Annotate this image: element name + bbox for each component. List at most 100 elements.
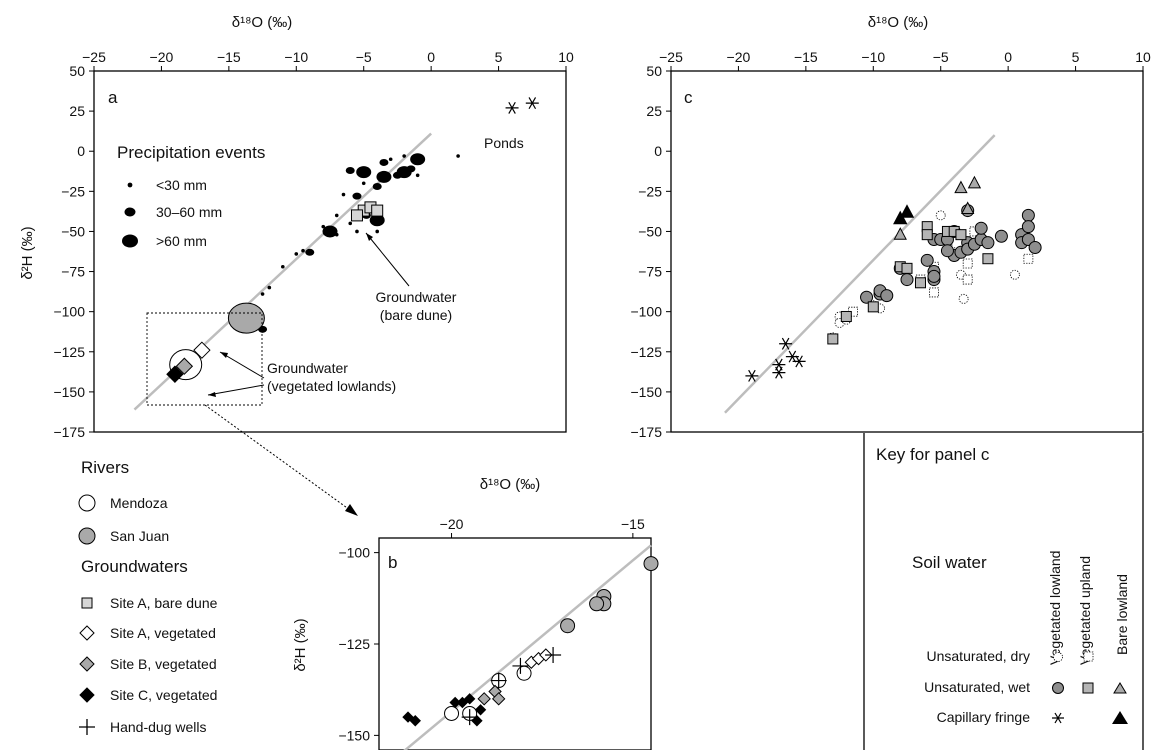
panel-b-reference-line — [403, 544, 652, 750]
key-frame — [863, 433, 1144, 750]
zoom-box — [146, 312, 263, 406]
site-b-vegetated-point — [477, 692, 491, 706]
precip-point-medium — [379, 158, 389, 166]
x-tick-label: −15 — [217, 49, 241, 65]
san-juan-point — [589, 596, 605, 612]
panel-c-label: c — [684, 88, 693, 107]
gw-veg-arrow-1 — [219, 351, 265, 379]
x-tick-label: 0 — [427, 49, 435, 65]
soil-wet-vegetated-lowland-point — [1021, 208, 1035, 222]
soil-dry-vegetated-upland-point — [962, 258, 973, 269]
gw-veg-label-2: (vegetated lowlands) — [267, 378, 396, 394]
key-capillary-bare-symbol — [1112, 711, 1128, 724]
x-tick-label: −25 — [659, 49, 683, 65]
legend-rivers-title: Rivers — [81, 458, 129, 477]
precip-point-small — [375, 229, 380, 234]
soil-wet-vegetated-upland-point — [827, 333, 839, 345]
precip-legend-title: Precipitation events — [117, 143, 265, 162]
precip-point-small — [415, 173, 420, 178]
hand-dug-well-point — [545, 646, 562, 663]
y-tick-label: −150 — [338, 727, 370, 743]
panel-c-reference-line — [724, 134, 996, 414]
zoom-arrowhead — [345, 504, 358, 516]
ponds-label: Ponds — [484, 135, 524, 151]
precip-medium-label: 30–60 mm — [156, 204, 222, 220]
panel-c-frame — [670, 70, 1144, 433]
precip-point-small — [388, 157, 393, 162]
precip-point-large — [410, 153, 426, 166]
hand-dug-well-point — [461, 709, 478, 726]
y-tick-label: 25 — [69, 103, 85, 119]
site-c-vegetated-point — [409, 715, 421, 727]
precip-point-small — [301, 248, 305, 253]
hand-dug-well-point — [490, 672, 507, 689]
soil-wet-vegetated-upland-point — [955, 229, 967, 241]
panel-a-xticks: −25 −20 −15 −10 −5 0 5 10 — [82, 49, 574, 71]
x-tick-label: −15 — [794, 49, 818, 65]
x-tick-label: −10 — [284, 49, 308, 65]
gw-bare-arrowhead — [366, 233, 373, 241]
x-tick-label: −20 — [727, 49, 751, 65]
y-tick-label: 0 — [654, 143, 662, 159]
soil-dry-vegetated-upland-point — [962, 274, 973, 285]
reference-line — [403, 544, 652, 750]
soil-wet-vegetated-lowland-point — [940, 244, 954, 258]
x-tick-label: 10 — [558, 49, 574, 65]
soil-wet-vegetated-lowland-point — [974, 221, 988, 235]
panel-a-ylabel: δ²H (‰) — [19, 226, 36, 279]
panel-a: δ¹⁸O (‰) δ²H (‰) −25 −20 −15 −10 −5 0 5 10 5025… — [19, 14, 574, 516]
key-col-vegetated-upland: Vegetated upland — [1077, 556, 1093, 665]
panel-a-yticks: 50 25 0 −25 −50 −75 −100 −125 −150 −175 — [53, 63, 94, 440]
legend-site-b-veg-symbol — [79, 656, 95, 672]
soil-wet-vegetated-upland-point — [867, 301, 879, 313]
soil-wet-vegetated-upland-point — [901, 262, 913, 274]
y-tick-label: −150 — [53, 384, 85, 400]
key-capillary-lowland-symbol — [1052, 712, 1064, 724]
y-tick-label: −50 — [61, 223, 85, 239]
precip-point-medium — [352, 192, 362, 200]
gw-bare-label-1: Groundwater — [376, 289, 457, 305]
soil-wet-bare-lowland-point — [893, 227, 907, 240]
soil-wet-vegetated-upland-point — [840, 310, 852, 322]
zoom-connector — [204, 404, 351, 511]
panel-b-marks — [402, 556, 659, 727]
key-row-wet: Unsaturated, wet — [924, 679, 1030, 695]
site-b-vegetated-point — [175, 357, 194, 375]
precip-point-large — [376, 170, 392, 183]
y-tick-label: −75 — [61, 264, 85, 280]
panel-b-ylabel: δ²H (‰) — [292, 618, 309, 671]
panel-c-marks — [745, 175, 1042, 382]
key-panel-c: Key for panel c Soil water Vegetated low… — [863, 433, 1144, 750]
soil-wet-bare-lowland-point — [967, 175, 982, 189]
legend-site-a-bare-label: Site A, bare dune — [110, 595, 218, 611]
x-tick-label: −20 — [150, 49, 174, 65]
precip-large-label: >60 mm — [156, 233, 207, 249]
y-tick-label: 50 — [69, 63, 85, 79]
panel-b: δ¹⁸O (‰) δ²H (‰) −20 −15 −100 −125 −150 b — [292, 476, 659, 750]
x-tick-label: −15 — [621, 516, 645, 532]
legend-mendoza-label: Mendoza — [110, 495, 168, 511]
site-c-vegetated-point — [471, 715, 483, 727]
legend-hand-dug-symbol — [79, 719, 95, 735]
precip-point-small — [402, 154, 406, 158]
y-tick-label: −125 — [630, 344, 662, 360]
panel-c-xlabel: δ¹⁸O (‰) — [868, 14, 929, 31]
panel-c-xticks: −25 −20 −15 −10 −5 0 5 10 — [659, 49, 1151, 71]
precip-large-symbol — [122, 234, 138, 248]
soil-wet-vegetated-lowland-point — [920, 253, 934, 267]
y-tick-label: −100 — [630, 304, 662, 320]
mendoza-point — [516, 665, 532, 681]
y-tick-label: −150 — [630, 384, 662, 400]
y-tick-label: −175 — [53, 424, 85, 440]
y-tick-label: −125 — [338, 636, 370, 652]
precip-small-symbol — [127, 182, 133, 188]
soil-wet-vegetated-lowland-point — [860, 290, 874, 304]
capillary-vegetated-lowland-point — [772, 366, 786, 379]
site-a-bare-point — [350, 209, 363, 222]
soil-wet-vegetated-lowland-point — [981, 236, 995, 250]
site-a-bare-point — [371, 204, 384, 217]
panel-c: δ¹⁸O (‰) −25 −20 −15 −10 −5 0 5 10 50250−25−50−… — [630, 14, 1151, 440]
x-tick-label: 5 — [495, 49, 503, 65]
soil-wet-vegetated-lowland-point — [880, 289, 894, 303]
